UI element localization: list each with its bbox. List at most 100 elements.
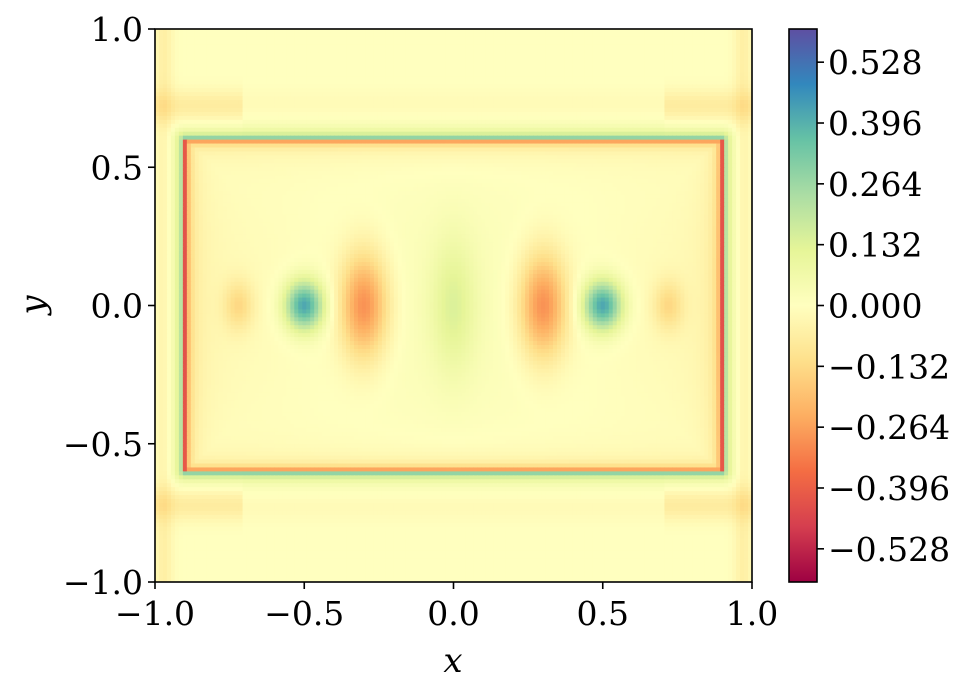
heatmap-cell (238, 32, 244, 38)
heatmap-cell (385, 155, 391, 160)
heatmap-cell (282, 119, 287, 125)
heatmap-cell (210, 52, 216, 58)
heatmap-cell (155, 56, 160, 62)
heatmap-cell (441, 60, 447, 66)
heatmap-cell (441, 80, 447, 85)
heatmap-cell (740, 127, 745, 133)
heatmap-cell (708, 48, 713, 54)
heatmap-cell (720, 143, 725, 149)
heatmap-cell (334, 135, 339, 141)
heatmap-cell (660, 36, 666, 42)
heatmap-cell (401, 56, 407, 62)
heatmap-cell (457, 111, 463, 117)
heatmap-cell (158, 92, 164, 97)
heatmap-cell (692, 88, 697, 93)
heatmap-cell (525, 52, 530, 58)
heatmap-cell (572, 48, 578, 54)
heatmap-cell (556, 52, 562, 58)
heatmap-cell (584, 96, 590, 101)
heatmap-cell (433, 119, 439, 125)
heatmap-cell (421, 76, 427, 81)
heatmap-cell (246, 127, 252, 133)
heatmap-cell (425, 92, 431, 97)
heatmap-cell (481, 100, 486, 105)
heatmap-cell (445, 48, 451, 54)
heatmap-cell (564, 119, 570, 125)
heatmap-cell (748, 143, 752, 149)
heatmap-cell (708, 123, 713, 129)
heatmap-cell (373, 56, 379, 62)
heatmap-cell (564, 104, 570, 109)
heatmap-cell (278, 111, 283, 117)
heatmap-cell (274, 36, 279, 42)
heatmap-cell (740, 48, 745, 54)
heatmap-cell (270, 44, 275, 50)
heatmap-cell (306, 92, 311, 97)
heatmap-cell (517, 111, 522, 117)
heatmap-cell (334, 119, 339, 125)
heatmap-cell (218, 159, 224, 164)
heatmap-cell (421, 56, 427, 62)
heatmap-cell (274, 139, 279, 145)
heatmap-cell (732, 135, 737, 141)
heatmap-cell (732, 155, 737, 160)
heatmap-cell (158, 64, 164, 70)
heatmap-cell (266, 29, 272, 34)
heatmap-cell (632, 108, 638, 113)
heatmap-cell (497, 96, 502, 101)
heatmap-cell (564, 52, 570, 58)
heatmap-cell (453, 48, 459, 54)
heatmap-cell (545, 40, 550, 46)
heatmap-cell (529, 80, 534, 85)
heatmap-cell (553, 147, 558, 153)
heatmap-cell (564, 88, 570, 93)
heatmap-cell (553, 119, 558, 125)
heatmap-cell (525, 29, 530, 34)
heatmap-cell (365, 104, 371, 109)
heatmap-cell (186, 68, 192, 74)
heatmap-cell (489, 127, 494, 133)
heatmap-cell (262, 139, 268, 145)
heatmap-cell (222, 60, 228, 66)
heatmap-cell (465, 147, 471, 153)
heatmap-cell (401, 32, 407, 38)
heatmap-cell (238, 40, 244, 46)
heatmap-cell (409, 119, 415, 125)
heatmap-cell (568, 64, 574, 70)
heatmap-cell (584, 143, 590, 149)
heatmap-cell (381, 76, 387, 81)
heatmap-cell (505, 72, 510, 77)
heatmap-cell (174, 159, 180, 164)
heatmap-cell (397, 40, 403, 46)
heatmap-cell (497, 29, 502, 34)
heatmap-cell (533, 80, 538, 85)
heatmap-cell (162, 155, 168, 160)
heatmap-cell (266, 56, 272, 62)
heatmap-cell (222, 159, 228, 164)
heatmap-cell (290, 119, 295, 125)
heatmap-cell (286, 32, 291, 38)
heatmap-cell (652, 104, 658, 109)
heatmap-cell (716, 36, 721, 42)
heatmap-cell (521, 60, 526, 66)
heatmap-cell (636, 127, 642, 133)
heatmap-cell (481, 119, 486, 125)
heatmap-cell (274, 72, 279, 77)
heatmap-cell (262, 100, 268, 105)
heatmap-cell (170, 104, 176, 109)
heatmap-cell (696, 147, 701, 153)
heatmap-cell (720, 104, 725, 109)
heatmap-cell (385, 115, 391, 121)
heatmap-cell (708, 80, 713, 85)
heatmap-cell (612, 29, 618, 34)
heatmap-cell (616, 104, 622, 109)
heatmap-cell (162, 48, 168, 54)
heatmap-cell (155, 29, 160, 34)
heatmap-cell (748, 48, 752, 54)
heatmap-cell (716, 155, 721, 160)
heatmap-cell (584, 119, 590, 125)
heatmap-cell (501, 127, 506, 133)
heatmap-cell (369, 131, 375, 137)
heatmap-cell (584, 40, 590, 46)
heatmap-cell (545, 64, 550, 70)
